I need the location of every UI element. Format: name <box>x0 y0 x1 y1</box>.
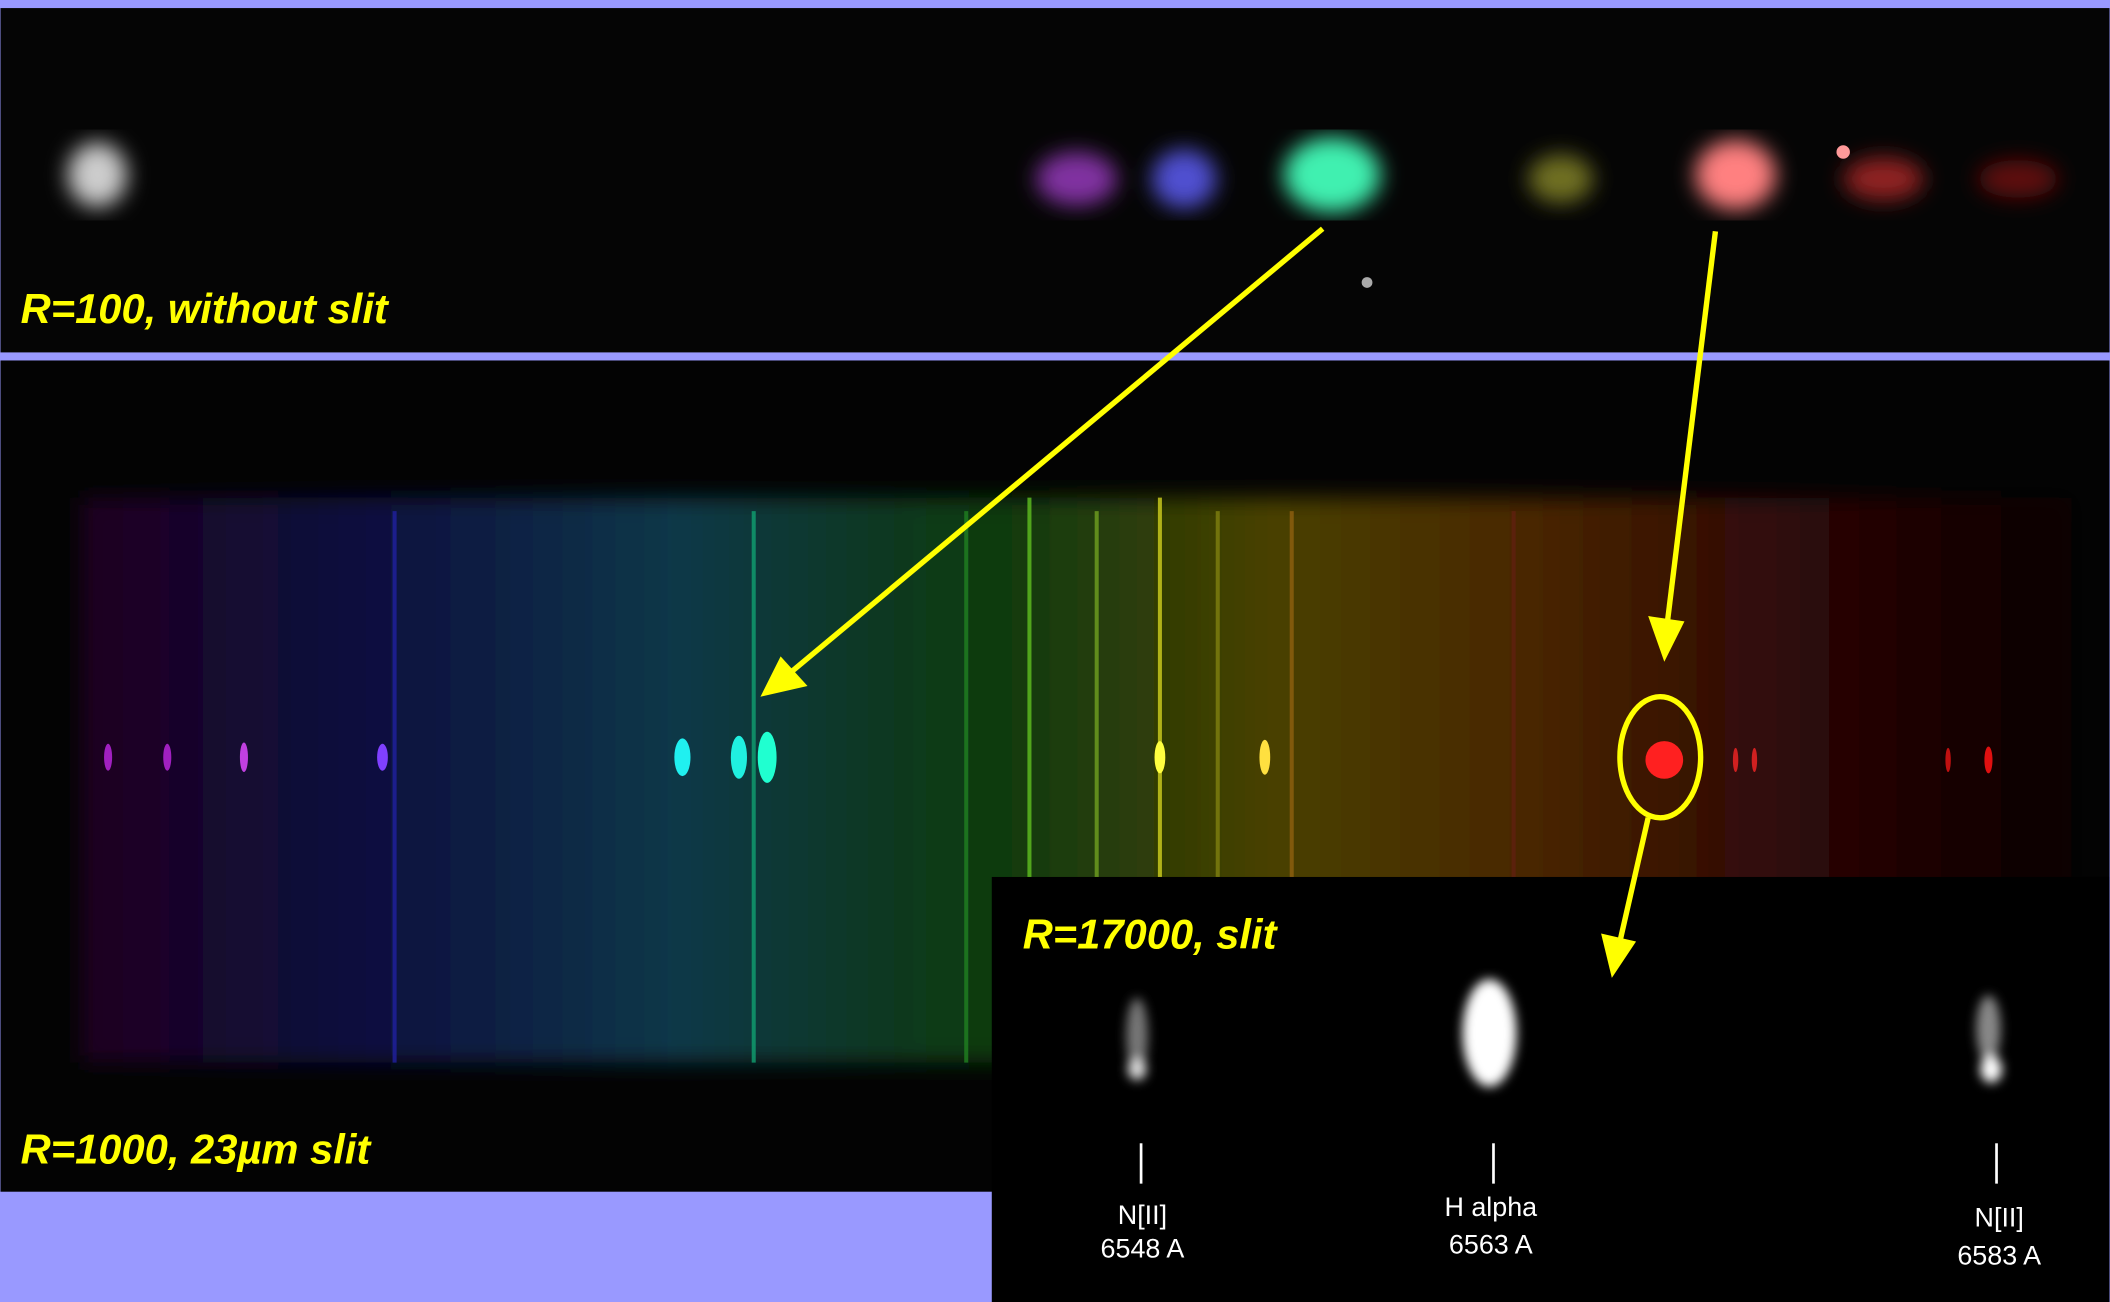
spectra-figure: R=100, without slit R=1000, 23µm slit <box>0 0 2110 1302</box>
line-wavelength: 6583 A <box>1957 1240 2041 1270</box>
line-name: N[II] <box>1975 1203 2024 1233</box>
line-name: N[II] <box>1118 1200 1167 1230</box>
panel-label: R=100, without slit <box>21 285 390 332</box>
star <box>1362 277 1373 288</box>
line-wavelength: 6548 A <box>1101 1234 1185 1264</box>
star <box>1836 145 1849 158</box>
line-wavelength: 6563 A <box>1449 1230 1533 1260</box>
panel-label: R=1000, 23µm slit <box>21 1125 373 1172</box>
panel-label: R=17000, slit <box>1023 910 1279 957</box>
line-name: H alpha <box>1444 1192 1537 1222</box>
